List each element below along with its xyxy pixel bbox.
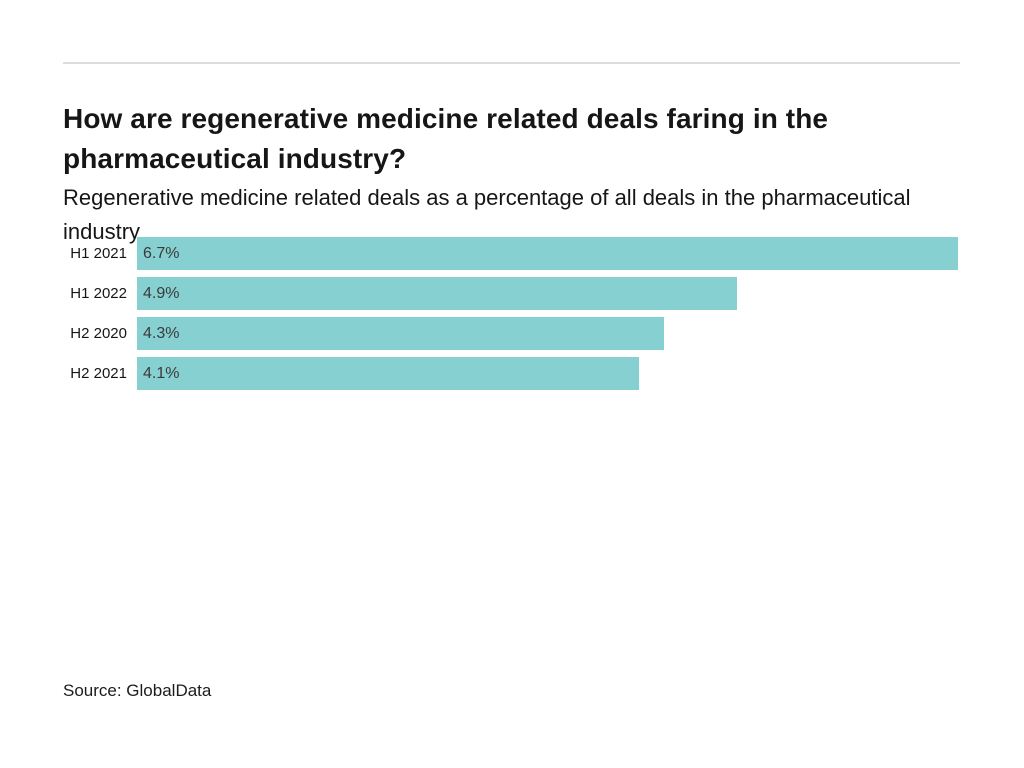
source-note: Source: GlobalData [63, 681, 212, 700]
bar-chart: H1 2021 6.7% H1 2022 4.9% H2 2020 4.3% H2 2021… [63, 237, 960, 397]
bar: 4.1% [137, 357, 640, 390]
value-label: 4.1% [143, 365, 180, 382]
page-title: How are regenerative medicine related de… [63, 102, 829, 174]
bar: 4.9% [137, 277, 738, 310]
page-subtitle: Regenerative medicine related deals as a… [63, 185, 911, 245]
bar-row: H1 2022 4.9% [63, 277, 960, 310]
bar-row: H2 2021 4.1% [63, 357, 960, 390]
top-divider [63, 62, 960, 64]
value-label: 4.3% [143, 325, 180, 342]
bar-track: 4.1% [137, 357, 960, 390]
bar-row: H2 2020 4.3% [63, 317, 960, 350]
category-label: H2 2021 [70, 365, 127, 382]
value-label: 4.9% [143, 285, 180, 302]
bar-track: 6.7% [137, 237, 960, 270]
bar-track: 4.9% [137, 277, 960, 310]
bar-track: 4.3% [137, 317, 960, 350]
bar-row: H1 2021 6.7% [63, 237, 960, 270]
value-label: 6.7% [143, 245, 180, 262]
category-label: H1 2022 [70, 285, 127, 302]
bar: 4.3% [137, 317, 664, 350]
category-label: H1 2021 [70, 245, 127, 262]
bar: 6.7% [137, 237, 958, 270]
category-label: H2 2020 [70, 325, 127, 342]
